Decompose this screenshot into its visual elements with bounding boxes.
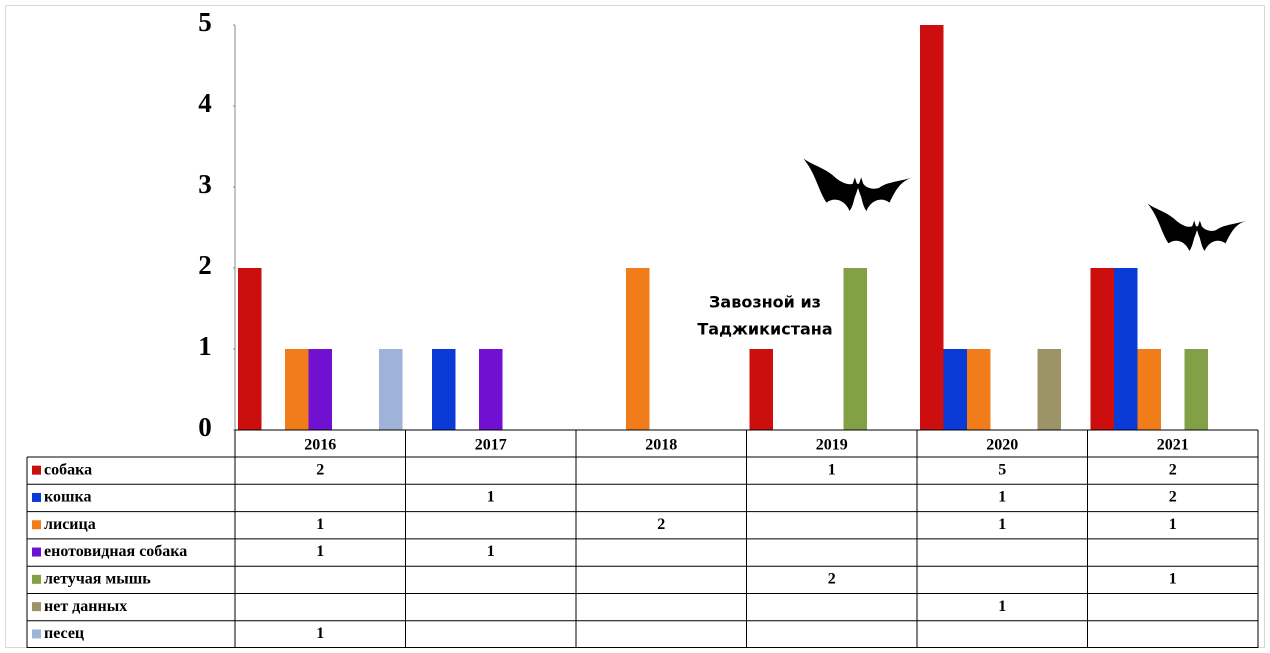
bat-icon	[1147, 203, 1247, 251]
table-value: 1	[316, 543, 324, 560]
y-tick-label: 0	[198, 412, 212, 442]
table-value: 2	[828, 571, 836, 588]
table-value: 2	[657, 516, 665, 533]
table-value: 1	[828, 461, 836, 478]
table-value: 1	[998, 598, 1006, 615]
legend-label: собака	[44, 461, 92, 478]
table-value: 2	[316, 461, 324, 478]
bar	[1114, 268, 1138, 430]
bar	[308, 349, 332, 430]
bar	[1037, 349, 1061, 430]
legend-key	[32, 465, 41, 475]
x-tick-label: 2021	[1157, 437, 1189, 454]
bar	[920, 25, 944, 430]
bar	[1137, 349, 1161, 430]
legend-label: лисица	[44, 516, 96, 533]
bar	[843, 268, 867, 430]
table-value: 1	[998, 516, 1006, 533]
legend-label: песец	[44, 625, 84, 642]
y-tick-label: 1	[198, 331, 212, 361]
legend-key	[32, 629, 41, 639]
legend-key	[32, 574, 41, 584]
table-value: 1	[998, 489, 1006, 506]
y-tick-label: 2	[198, 250, 212, 280]
table-value: 1	[487, 543, 495, 560]
x-tick-label: 2019	[816, 437, 848, 454]
table-value: 1	[1169, 516, 1177, 533]
table-value: 2	[1169, 489, 1177, 506]
legend-key	[32, 492, 41, 502]
table-value: 1	[1169, 571, 1177, 588]
bar	[749, 349, 773, 430]
y-tick-label: 4	[198, 88, 212, 118]
legend-key	[32, 520, 41, 530]
bar	[238, 268, 262, 430]
bar	[626, 268, 650, 430]
table-value: 5	[998, 461, 1006, 478]
annotation: Завозной из	[709, 293, 821, 312]
bar	[1090, 268, 1114, 430]
bar	[967, 349, 991, 430]
bar	[379, 349, 403, 430]
x-tick-label: 2018	[645, 437, 677, 454]
legend-label: кошка	[44, 489, 92, 506]
annotation: Таджикистана	[697, 320, 832, 339]
bat-icon	[803, 158, 913, 211]
x-tick-label: 2016	[304, 437, 336, 454]
bar	[432, 349, 456, 430]
y-tick-label: 5	[198, 7, 212, 37]
bar	[285, 349, 309, 430]
legend-key	[32, 547, 41, 557]
table-value: 1	[316, 516, 324, 533]
table-value: 1	[316, 625, 324, 642]
bar	[479, 349, 503, 430]
x-tick-label: 2017	[475, 437, 507, 454]
table-value: 2	[1169, 461, 1177, 478]
bar	[943, 349, 967, 430]
y-tick-label: 3	[198, 169, 212, 199]
bar	[1184, 349, 1208, 430]
x-tick-label: 2020	[986, 437, 1018, 454]
legend-key	[32, 602, 41, 612]
legend-label: нет данных	[44, 598, 127, 615]
legend-label: летучая мышь	[44, 571, 151, 588]
legend-label: енотовидная собака	[44, 543, 187, 560]
table-value: 1	[487, 489, 495, 506]
